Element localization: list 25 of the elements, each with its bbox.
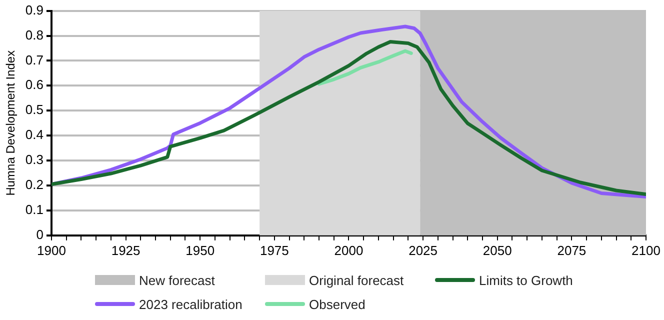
x-tick-label: 1950 <box>186 242 215 258</box>
y-tick-label: 0 <box>36 226 44 242</box>
y-tick-label: 0.4 <box>25 127 44 142</box>
y-tick-label: 0.6 <box>25 77 44 92</box>
x-tick-label: 2075 <box>557 242 586 258</box>
y-tick-label: 0.9 <box>25 2 44 18</box>
legend-label: Original forecast <box>309 272 404 288</box>
x-tick-label: 2100 <box>632 242 660 258</box>
legend-label: Observed <box>309 296 366 312</box>
y-tick-label: 0.2 <box>25 177 44 192</box>
x-tick-label: 2050 <box>482 242 512 258</box>
y-tick-label: 0.3 <box>25 152 44 168</box>
y-tick-label: 0.1 <box>25 202 44 218</box>
y-tick-label: 0.7 <box>25 52 44 68</box>
y-axis-title: Humna Development Index <box>4 50 18 196</box>
x-tick-label: 2025 <box>408 242 438 258</box>
x-tick-label: 2000 <box>334 242 364 258</box>
y-tick-label: 0.5 <box>25 102 44 118</box>
x-tick-label: 1975 <box>260 242 289 258</box>
x-tick-label: 1900 <box>37 242 66 258</box>
legend-label: Limits to Growth <box>479 272 573 288</box>
legend-label: 2023 recalibration <box>139 296 242 312</box>
y-tick-label: 0.8 <box>25 27 44 42</box>
legend-label: New forecast <box>139 272 215 288</box>
x-tick-label: 1925 <box>111 242 140 258</box>
